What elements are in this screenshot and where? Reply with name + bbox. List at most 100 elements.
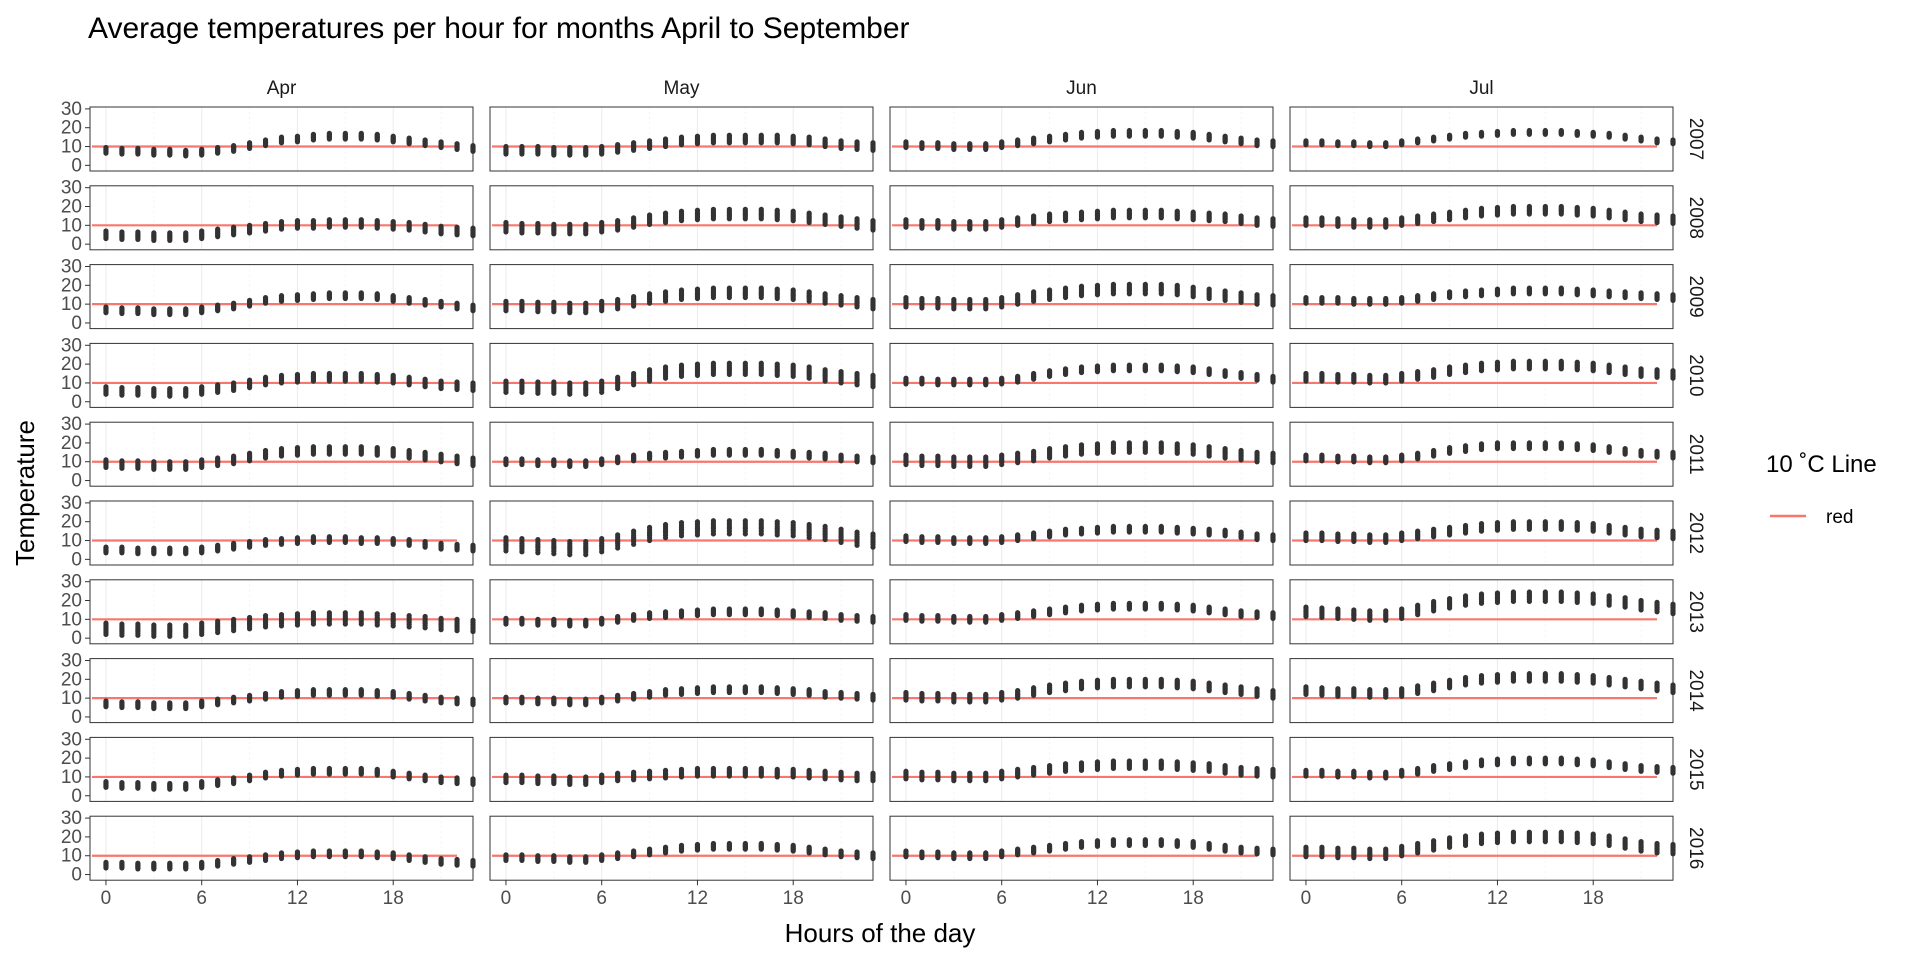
data-point xyxy=(951,377,956,382)
data-point xyxy=(1654,212,1659,217)
data-point xyxy=(838,527,843,532)
data-point xyxy=(1654,291,1659,296)
data-point xyxy=(791,134,796,139)
data-point xyxy=(1143,524,1148,529)
facet-panel xyxy=(890,107,1276,171)
data-point xyxy=(1095,283,1100,288)
data-point xyxy=(1079,210,1084,215)
facet-panel xyxy=(490,501,876,565)
data-point xyxy=(1351,139,1356,144)
facet-row-label: 2011 xyxy=(1685,434,1706,475)
data-point xyxy=(599,144,604,149)
data-point xyxy=(1415,451,1420,456)
data-point xyxy=(311,218,316,223)
data-point xyxy=(103,145,108,150)
y-tick-label: 0 xyxy=(71,471,82,492)
data-point xyxy=(1175,441,1180,446)
data-point xyxy=(807,210,812,215)
data-point xyxy=(311,291,316,296)
data-point xyxy=(1623,364,1628,369)
facet-row-label: 2009 xyxy=(1685,275,1706,317)
data-point xyxy=(647,291,652,296)
data-point xyxy=(119,146,124,151)
data-point xyxy=(167,230,172,235)
data-point xyxy=(727,361,732,366)
data-point xyxy=(199,304,204,309)
data-point xyxy=(535,379,540,384)
data-point xyxy=(727,133,732,138)
data-point xyxy=(999,453,1004,458)
data-point xyxy=(1207,604,1212,609)
data-point xyxy=(519,616,524,621)
data-point xyxy=(1254,215,1259,220)
data-point xyxy=(1319,138,1324,143)
data-point xyxy=(1254,450,1259,455)
data-point xyxy=(647,212,652,217)
data-point xyxy=(327,534,332,539)
y-tick-label: 20 xyxy=(61,433,82,454)
data-point xyxy=(1319,605,1324,610)
y-tick-label: 0 xyxy=(71,313,82,334)
y-tick-label: 30 xyxy=(61,256,82,277)
data-point xyxy=(1431,211,1436,216)
data-point xyxy=(1575,520,1580,525)
data-point xyxy=(663,210,668,215)
data-point xyxy=(343,444,348,449)
data-point xyxy=(295,292,300,297)
data-point xyxy=(1351,296,1356,301)
data-point xyxy=(103,304,108,309)
data-point xyxy=(1559,359,1564,364)
data-point xyxy=(519,378,524,383)
data-point xyxy=(119,385,124,390)
data-point xyxy=(407,295,412,300)
facet-panel xyxy=(890,501,1276,565)
data-point xyxy=(215,226,220,231)
data-point xyxy=(1607,288,1612,293)
data-point xyxy=(551,457,556,462)
data-point xyxy=(279,219,284,224)
data-point xyxy=(183,622,188,627)
data-point xyxy=(583,458,588,463)
facet-panel xyxy=(890,422,1276,486)
y-tick-label: 0 xyxy=(71,155,82,176)
data-point xyxy=(1031,289,1036,294)
data-point xyxy=(711,447,716,452)
data-point xyxy=(1127,524,1132,529)
data-point xyxy=(295,134,300,139)
data-point xyxy=(263,295,268,300)
data-point xyxy=(1063,210,1068,215)
data-point xyxy=(454,617,459,622)
data-point xyxy=(375,611,380,616)
data-point xyxy=(1015,374,1020,379)
data-point xyxy=(1015,215,1020,220)
data-point xyxy=(1383,140,1388,145)
facet-column-label: Jul xyxy=(1469,78,1493,99)
data-point xyxy=(1399,453,1404,458)
facet-row-label: 2014 xyxy=(1685,669,1706,712)
data-point xyxy=(247,378,252,383)
data-point xyxy=(1031,608,1036,613)
data-point xyxy=(359,535,364,540)
data-point xyxy=(1463,593,1468,598)
data-point xyxy=(983,377,988,382)
data-point xyxy=(838,453,843,458)
data-point xyxy=(167,545,172,550)
data-point xyxy=(199,147,204,152)
data-point xyxy=(1415,136,1420,141)
data-point xyxy=(935,613,940,618)
data-point xyxy=(1159,524,1164,529)
data-point xyxy=(423,614,428,619)
data-point xyxy=(1335,531,1340,536)
data-point xyxy=(1351,217,1356,222)
data-point xyxy=(1607,208,1612,213)
y-tick-label: 30 xyxy=(61,493,82,514)
data-point xyxy=(1159,440,1164,445)
data-point xyxy=(1031,449,1036,454)
data-point xyxy=(1191,364,1196,369)
data-point xyxy=(519,456,524,461)
data-point xyxy=(1047,134,1052,139)
data-point xyxy=(935,218,940,223)
data-point xyxy=(1447,525,1452,530)
